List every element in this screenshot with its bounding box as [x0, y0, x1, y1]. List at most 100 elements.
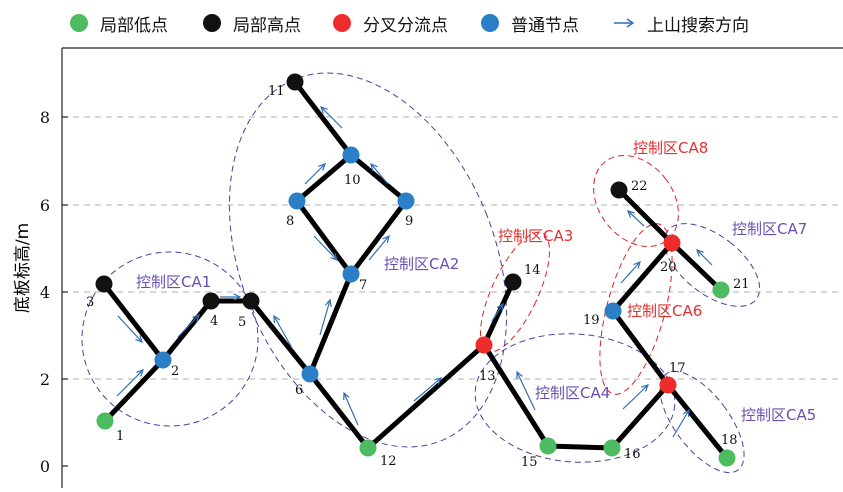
uphill-arrow-icon — [413, 377, 443, 402]
uphill-arrow-icon — [626, 210, 645, 227]
green-dot-icon — [70, 14, 88, 32]
node-11 — [286, 73, 304, 91]
node-13 — [475, 336, 493, 354]
y-ticks: 0 2 4 6 8 — [40, 108, 68, 476]
zone-boundary-ca2 — [228, 72, 508, 448]
legend-normal-node: 普通节点 — [481, 12, 579, 36]
node-label-7: 7 — [359, 278, 367, 293]
y-tick-label: 0 — [40, 457, 50, 476]
uphill-arrow-icon — [622, 384, 649, 410]
legend-label-normal-node: 普通节点 — [511, 15, 579, 36]
uphill-arrow-icon — [672, 408, 690, 438]
node-label-10: 10 — [344, 173, 361, 188]
edge-17-18 — [665, 382, 730, 461]
zone-label-ca8: 控制区CA8 — [633, 139, 708, 157]
node-label-16: 16 — [624, 447, 641, 462]
zone-label-ca4: 控制区CA4 — [535, 384, 610, 402]
legend-local-high: 局部高点 — [203, 12, 301, 36]
legend-local-low: 局部低点 — [70, 12, 168, 36]
node-4 — [202, 292, 220, 310]
edge-7-9 — [348, 198, 409, 277]
node-3 — [95, 275, 113, 293]
y-tick-label: 4 — [40, 283, 50, 302]
red-dot-icon — [333, 14, 351, 32]
node-22 — [610, 181, 628, 199]
node-label-11: 11 — [268, 84, 285, 99]
edge-6-7 — [307, 271, 354, 377]
zone-boundary-ca7 — [663, 223, 761, 307]
zone-label-ca3: 控制区CA3 — [498, 227, 573, 245]
edge-2-4 — [160, 298, 214, 363]
uphill-arrow-icon — [304, 163, 326, 185]
uphill-arrow-icon — [320, 106, 343, 129]
node-21 — [712, 281, 730, 299]
node-label-5: 5 — [238, 315, 246, 330]
node-label-20: 20 — [660, 260, 677, 275]
y-axis-label: 底板标高/m — [13, 223, 33, 313]
legend-label-local-high: 局部高点 — [233, 15, 301, 36]
edge-13-15 — [481, 342, 551, 449]
legend: 局部低点 局部高点 分叉分流点 普通节点 上山搜索方向 — [0, 0, 843, 44]
edge-7-8 — [294, 198, 354, 277]
black-dot-icon — [203, 14, 221, 32]
edge-9-10 — [348, 152, 409, 204]
edge-19-20 — [610, 240, 675, 314]
node-label-1: 1 — [116, 429, 124, 444]
node-12 — [359, 439, 377, 457]
node-15 — [539, 437, 557, 455]
legend-label-local-low: 局部低点 — [100, 15, 168, 36]
zone-boundary-ca5 — [659, 370, 745, 474]
node-label-22: 22 — [631, 179, 648, 194]
node-label-18: 18 — [721, 433, 738, 448]
node-18 — [718, 449, 736, 467]
node-label-12: 12 — [380, 454, 397, 469]
edge-20-21 — [669, 240, 724, 293]
node-label-2: 2 — [171, 364, 179, 379]
edge-5-6 — [248, 298, 313, 377]
zone-labels: 控制区CA1 控制区CA2 控制区CA3 控制区CA4 控制区CA5 控制区CA6 控制区C… — [136, 139, 816, 424]
zone-label-ca7: 控制区CA7 — [732, 220, 807, 238]
node-7 — [342, 265, 360, 283]
arrow-right-icon — [614, 18, 635, 28]
uphill-arrow-icon — [117, 315, 143, 344]
node-label-15: 15 — [521, 455, 538, 470]
edge-8-10 — [294, 152, 354, 204]
zone-boundary-ca1 — [81, 251, 259, 427]
uphill-arrow-icon — [696, 249, 713, 266]
zone-boundary-ca4 — [474, 333, 676, 463]
node-label-17: 17 — [669, 361, 686, 376]
zone-label-ca5: 控制区CA5 — [741, 406, 816, 424]
y-tick-label: 8 — [40, 108, 50, 127]
node-label-4: 4 — [210, 314, 218, 329]
edge-6-12 — [307, 371, 371, 451]
node-5 — [242, 292, 260, 310]
uphill-arrow-icon — [368, 234, 390, 261]
edge-2-3 — [101, 281, 166, 363]
legend-label-branch-point: 分叉分流点 — [363, 15, 448, 36]
uphill-arrow-icon — [116, 369, 144, 397]
uphill-arrow-icon — [313, 235, 338, 261]
edge-13-14 — [481, 279, 516, 348]
node-8 — [288, 192, 306, 210]
node-label-19: 19 — [583, 313, 600, 328]
node-9 — [397, 192, 415, 210]
nodes — [95, 73, 736, 467]
zone-boundary-ca6 — [599, 223, 673, 395]
node-10 — [342, 146, 360, 164]
edge-15-16 — [545, 443, 615, 451]
node-label-3: 3 — [86, 295, 94, 310]
edge-10-11 — [292, 79, 354, 158]
node-20 — [663, 234, 681, 252]
edge-17-19 — [610, 308, 671, 388]
node-label-9: 9 — [405, 214, 413, 229]
uphill-arrow-icon — [491, 302, 504, 322]
node-label-6: 6 — [295, 383, 303, 398]
edge-16-17 — [609, 382, 671, 451]
uphill-arrow-icon — [319, 298, 332, 336]
node-17 — [659, 376, 677, 394]
zone-label-ca2: 控制区CA2 — [384, 255, 459, 273]
legend-uphill-direction: 上山搜索方向 — [613, 12, 749, 36]
uphill-arrow-icon — [220, 293, 242, 301]
